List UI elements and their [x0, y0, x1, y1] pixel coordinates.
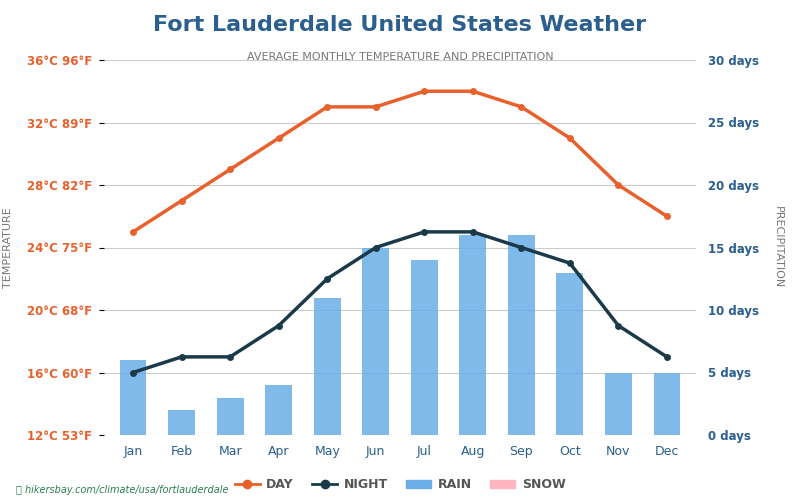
Bar — [362, 248, 389, 435]
Text: AVERAGE MONTHLY TEMPERATURE AND PRECIPITATION: AVERAGE MONTHLY TEMPERATURE AND PRECIPIT… — [246, 52, 554, 62]
Legend: DAY, NIGHT, RAIN, SNOW: DAY, NIGHT, RAIN, SNOW — [230, 473, 570, 496]
Bar — [411, 260, 438, 435]
Bar — [557, 272, 583, 435]
Bar — [266, 385, 292, 435]
Bar — [508, 235, 534, 435]
Text: 🔍 hikersbay.com/climate/usa/fortlauderdale: 🔍 hikersbay.com/climate/usa/fortlauderda… — [16, 485, 229, 495]
Bar — [217, 398, 243, 435]
Bar — [314, 298, 341, 435]
Text: Fort Lauderdale United States Weather: Fort Lauderdale United States Weather — [154, 15, 646, 35]
Bar — [654, 372, 680, 435]
Bar — [459, 235, 486, 435]
Y-axis label: PRECIPITATION: PRECIPITATION — [773, 206, 783, 288]
Bar — [120, 360, 146, 435]
Bar — [605, 372, 632, 435]
Bar — [168, 410, 195, 435]
Y-axis label: TEMPERATURE: TEMPERATURE — [3, 207, 13, 288]
